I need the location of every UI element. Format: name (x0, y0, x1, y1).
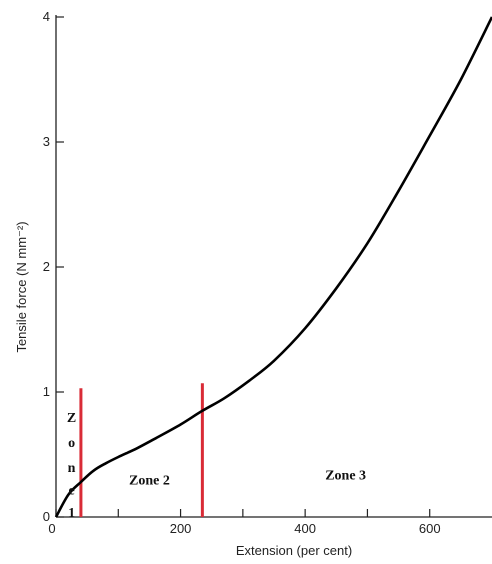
x-axis-label: Extension (per cent) (236, 543, 352, 558)
zone-label: 1 (68, 506, 75, 521)
axes (55, 15, 492, 518)
annotations: Zone 1 Zone 2 Zone 3 (67, 411, 366, 521)
zone-label: Z (67, 411, 76, 426)
y-tick-label: 2 (43, 259, 50, 274)
x-tick-label: 200 (170, 521, 192, 536)
y-tick-label: 0 (43, 509, 50, 524)
series-group (54, 16, 492, 518)
series-line (54, 16, 492, 518)
y-axis-label: Tensile force (N mm⁻²) (14, 221, 29, 352)
y-tick-label: 4 (43, 9, 50, 24)
x-tick-label: 600 (419, 521, 441, 536)
y-tick-label: 3 (43, 134, 50, 149)
x-tick-label: 400 (294, 521, 316, 536)
zone-label: o (68, 436, 75, 451)
zone-boundary-lines (79, 383, 204, 517)
x-tick-label: 0 (48, 521, 55, 536)
zone-label: e (68, 484, 74, 499)
zone-label: Zone 2 (129, 474, 170, 489)
y-tick-label: 1 (43, 384, 50, 399)
zone-label: n (68, 461, 76, 476)
zone-label: Zone 3 (325, 469, 366, 484)
